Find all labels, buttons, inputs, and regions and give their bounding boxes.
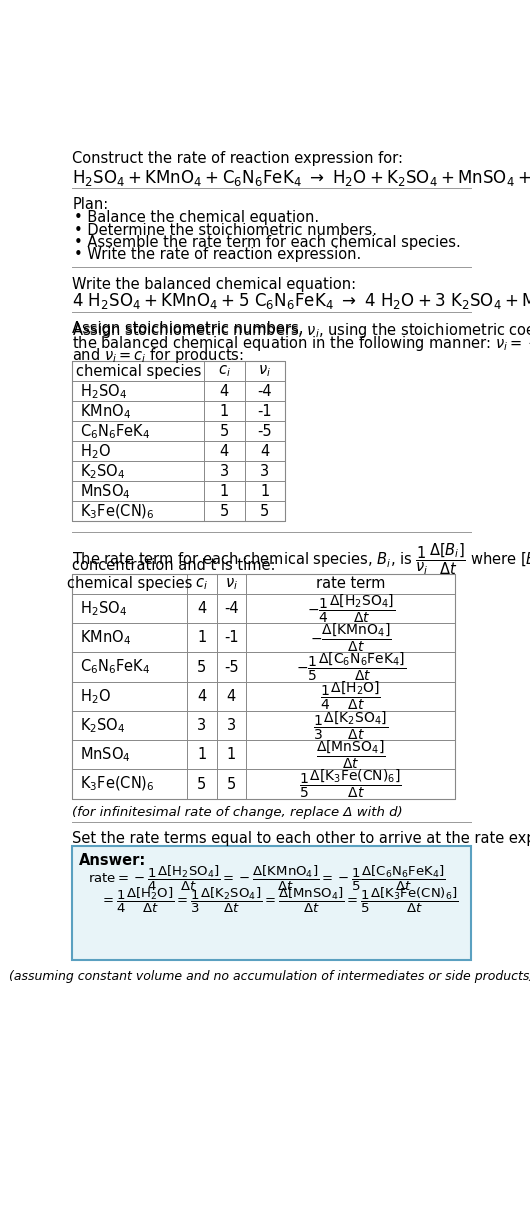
Text: $\mathrm{rate} = -\dfrac{1}{4}\dfrac{\Delta[\mathregular{H_2SO_4}]}{\Delta t} = : $\mathrm{rate} = -\dfrac{1}{4}\dfrac{\De… [88, 864, 446, 894]
Text: $c_i$: $c_i$ [218, 364, 231, 379]
Text: 1: 1 [220, 403, 229, 419]
Text: -4: -4 [258, 384, 272, 399]
Text: $\mathregular{4\ H_2SO_4 + KMnO_4 + 5\ C_6N_6FeK_4\ \rightarrow\ 4\ H_2O + 3\ K_: $\mathregular{4\ H_2SO_4 + KMnO_4 + 5\ C… [73, 290, 530, 312]
Text: • Write the rate of reaction expression.: • Write the rate of reaction expression. [74, 248, 361, 262]
Text: $= \dfrac{1}{4}\dfrac{\Delta[\mathregular{H_2O}]}{\Delta t} = \dfrac{1}{3}\dfrac: $= \dfrac{1}{4}\dfrac{\Delta[\mathregula… [100, 885, 458, 914]
Text: • Determine the stoichiometric numbers.: • Determine the stoichiometric numbers. [74, 222, 377, 238]
Text: 1: 1 [197, 748, 207, 762]
Text: (assuming constant volume and no accumulation of intermediates or side products): (assuming constant volume and no accumul… [9, 970, 530, 982]
Text: 3: 3 [197, 718, 207, 733]
Text: Write the balanced chemical equation:: Write the balanced chemical equation: [73, 277, 357, 291]
Text: $\mathregular{MnSO_4}$: $\mathregular{MnSO_4}$ [80, 745, 131, 765]
Text: rate term: rate term [316, 576, 385, 592]
Text: 4: 4 [197, 689, 207, 704]
Text: $-\dfrac{1}{4}\dfrac{\Delta[\mathregular{H_2SO_4}]}{\Delta t}$: $-\dfrac{1}{4}\dfrac{\Delta[\mathregular… [307, 592, 395, 625]
Text: the balanced chemical equation in the following manner: $\nu_i = -c_i$ for react: the balanced chemical equation in the fo… [73, 333, 530, 353]
Text: $\dfrac{1}{3}\dfrac{\Delta[\mathregular{K_2SO_4}]}{\Delta t}$: $\dfrac{1}{3}\dfrac{\Delta[\mathregular{… [313, 709, 388, 742]
Text: 5: 5 [197, 660, 207, 674]
Text: $\mathregular{K_2SO_4}$: $\mathregular{K_2SO_4}$ [80, 716, 126, 734]
Text: The rate term for each chemical species, $B_i$, is $\dfrac{1}{\nu_i}\dfrac{\Delt: The rate term for each chemical species,… [73, 541, 530, 577]
Text: chemical species: chemical species [67, 576, 192, 592]
Text: -4: -4 [224, 602, 238, 616]
Text: 3: 3 [220, 464, 229, 478]
Text: 3: 3 [260, 464, 269, 478]
Text: 1: 1 [260, 484, 269, 499]
Text: 1: 1 [220, 484, 229, 499]
FancyBboxPatch shape [73, 847, 471, 960]
Text: Assign stoichiometric numbers,: Assign stoichiometric numbers, [73, 321, 308, 336]
Text: $\mathregular{H_2SO_4 + KMnO_4 + C_6N_6FeK_4\ \rightarrow\ H_2O + K_2SO_4 + MnSO: $\mathregular{H_2SO_4 + KMnO_4 + C_6N_6F… [73, 167, 530, 187]
Text: -1: -1 [258, 403, 272, 419]
Text: chemical species: chemical species [76, 364, 201, 379]
Bar [73, 574, 455, 798]
Text: 3: 3 [227, 718, 236, 733]
Text: $\mathregular{KMnO_4}$: $\mathregular{KMnO_4}$ [80, 402, 131, 420]
Text: -5: -5 [258, 424, 272, 439]
Text: 4: 4 [220, 443, 229, 459]
Text: 4: 4 [260, 443, 269, 459]
Text: $\nu_i$: $\nu_i$ [225, 576, 238, 592]
Text: $\mathregular{H_2O}$: $\mathregular{H_2O}$ [80, 687, 111, 705]
Text: $\mathregular{MnSO_4}$: $\mathregular{MnSO_4}$ [80, 482, 131, 501]
Text: $c_i$: $c_i$ [196, 576, 208, 592]
Text: 4: 4 [197, 602, 207, 616]
Bar [73, 361, 285, 522]
Text: Answer:: Answer: [78, 853, 146, 867]
Text: $\mathregular{H_2O}$: $\mathregular{H_2O}$ [80, 442, 111, 460]
Text: $\mathregular{C_6N_6FeK_4}$: $\mathregular{C_6N_6FeK_4}$ [80, 422, 151, 441]
Text: 1: 1 [227, 748, 236, 762]
Text: concentration and t is time:: concentration and t is time: [73, 558, 276, 574]
Text: 5: 5 [227, 777, 236, 791]
Text: $\dfrac{1}{4}\dfrac{\Delta[\mathregular{H_2O}]}{\Delta t}$: $\dfrac{1}{4}\dfrac{\Delta[\mathregular{… [320, 680, 381, 713]
Text: 4: 4 [220, 384, 229, 399]
Text: 5: 5 [220, 424, 229, 439]
Text: -5: -5 [224, 660, 238, 674]
Text: $-\dfrac{\Delta[\mathregular{KMnO_4}]}{\Delta t}$: $-\dfrac{\Delta[\mathregular{KMnO_4}]}{\… [310, 622, 391, 654]
Text: Assign stoichiometric numbers, $\nu_i$, using the stoichiometric coefficients, $: Assign stoichiometric numbers, $\nu_i$, … [73, 321, 530, 341]
Text: 5: 5 [260, 504, 269, 519]
Text: and $\nu_i = c_i$ for products:: and $\nu_i = c_i$ for products: [73, 345, 244, 365]
Text: $\nu_i$: $\nu_i$ [258, 364, 271, 379]
Text: $-\dfrac{1}{5}\dfrac{\Delta[\mathregular{C_6N_6FeK_4}]}{\Delta t}$: $-\dfrac{1}{5}\dfrac{\Delta[\mathregular… [296, 651, 406, 684]
Text: 5: 5 [220, 504, 229, 519]
Text: $\mathregular{H_2SO_4}$: $\mathregular{H_2SO_4}$ [80, 382, 127, 401]
Text: $\mathregular{C_6N_6FeK_4}$: $\mathregular{C_6N_6FeK_4}$ [80, 657, 151, 676]
Text: $\mathregular{KMnO_4}$: $\mathregular{KMnO_4}$ [80, 628, 131, 647]
Text: $\mathregular{K_2SO_4}$: $\mathregular{K_2SO_4}$ [80, 463, 126, 481]
Text: Plan:: Plan: [73, 197, 109, 213]
Text: Set the rate terms equal to each other to arrive at the rate expression:: Set the rate terms equal to each other t… [73, 831, 530, 846]
Text: Construct the rate of reaction expression for:: Construct the rate of reaction expressio… [73, 151, 403, 167]
Text: 4: 4 [227, 689, 236, 704]
Text: -1: -1 [224, 631, 238, 645]
Text: $\dfrac{\Delta[\mathregular{MnSO_4}]}{\Delta t}$: $\dfrac{\Delta[\mathregular{MnSO_4}]}{\D… [316, 738, 385, 771]
Text: • Assemble the rate term for each chemical species.: • Assemble the rate term for each chemic… [74, 236, 461, 250]
Text: 5: 5 [197, 777, 207, 791]
Text: (for infinitesimal rate of change, replace Δ with d): (for infinitesimal rate of change, repla… [73, 807, 403, 819]
Text: 1: 1 [197, 631, 207, 645]
Text: $\dfrac{1}{5}\dfrac{\Delta[\mathregular{K_3Fe(CN)_6}]}{\Delta t}$: $\dfrac{1}{5}\dfrac{\Delta[\mathregular{… [299, 768, 402, 800]
Text: $\mathregular{K_3Fe(CN)_6}$: $\mathregular{K_3Fe(CN)_6}$ [80, 774, 155, 794]
Text: • Balance the chemical equation.: • Balance the chemical equation. [74, 210, 319, 226]
Text: $\mathregular{K_3Fe(CN)_6}$: $\mathregular{K_3Fe(CN)_6}$ [80, 503, 155, 521]
Text: $\mathregular{H_2SO_4}$: $\mathregular{H_2SO_4}$ [80, 599, 127, 617]
